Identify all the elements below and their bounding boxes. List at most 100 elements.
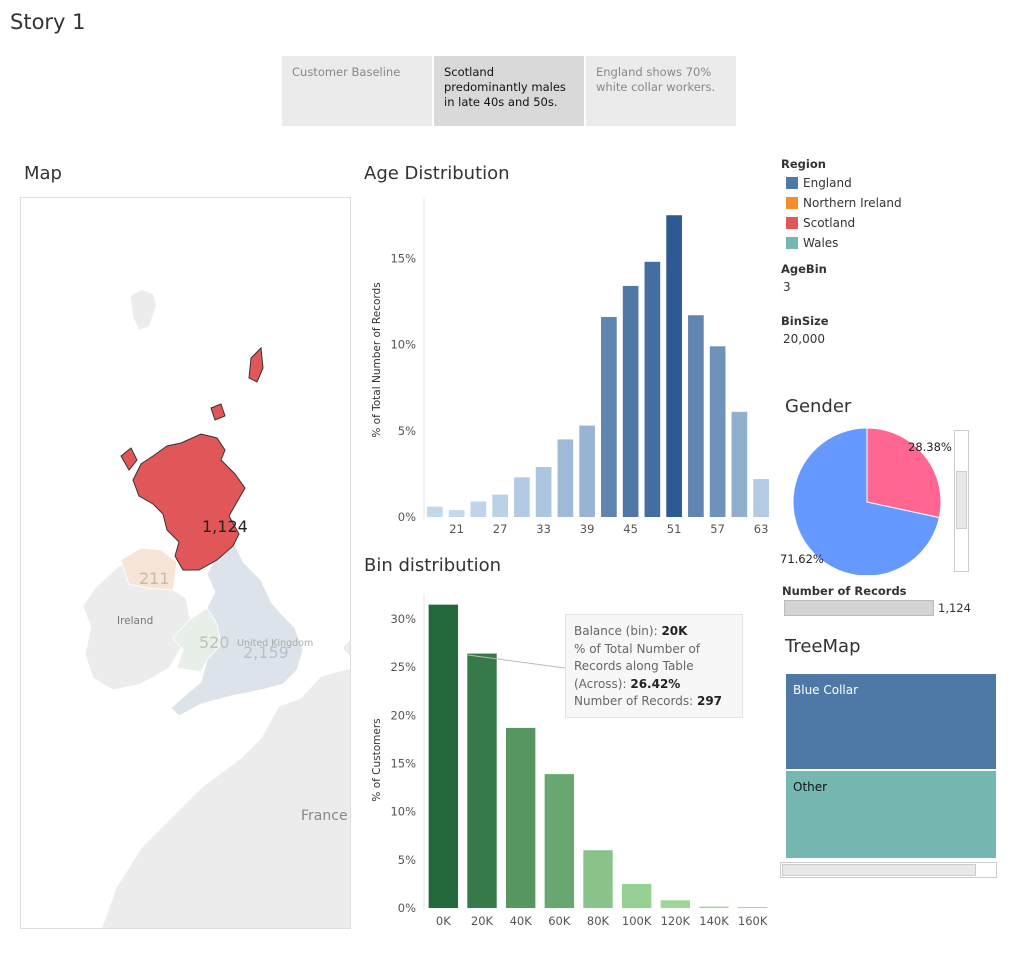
story-point-england[interactable]: England shows 70% white collar workers. — [586, 56, 736, 126]
legend-label-england: England — [803, 176, 852, 190]
map-view[interactable]: 1,124 211 520 2,159 Ireland United Kingd… — [20, 197, 351, 929]
land-scandinavia-edge — [343, 640, 350, 656]
map-label-united-kingdom: United Kingdom — [237, 638, 313, 649]
age-bar[interactable] — [448, 510, 465, 517]
region-england[interactable] — [170, 539, 304, 717]
bin-distribution-chart[interactable]: 0% 5% 10% 15% 20% 25% 30% 0K 20K 40K 60K 80K 100K 12… — [360, 585, 775, 935]
age-bar[interactable] — [427, 506, 443, 517]
region-legend-title: Region — [781, 157, 826, 171]
legend-item-northern-ireland[interactable]: Northern Ireland — [786, 195, 902, 211]
tooltip-pct-key: % of Total Number of Records along Table… — [574, 641, 701, 691]
age-y-tick: 0% — [398, 510, 416, 524]
legend-item-wales[interactable]: Wales — [786, 235, 838, 251]
records-bar[interactable] — [784, 600, 934, 616]
map-label-ireland: Ireland — [117, 615, 153, 627]
age-bar[interactable] — [492, 494, 508, 517]
bin-y-axis-label: % of Customers — [371, 718, 383, 801]
age-distribution-chart[interactable]: % of Total Number of Records 0%5%10%15% … — [360, 190, 775, 545]
land-faroe — [131, 290, 156, 330]
age-bar[interactable] — [601, 316, 617, 517]
age-bar[interactable] — [535, 466, 552, 517]
region-wales[interactable] — [172, 607, 222, 673]
age-bar[interactable] — [514, 477, 530, 517]
agebin-param-title: AgeBin — [781, 262, 827, 276]
age-x-tick: 21 — [449, 522, 464, 536]
bin-x-tick: 140K — [699, 914, 729, 928]
bin-bar[interactable] — [428, 604, 459, 908]
bin-bar[interactable] — [583, 850, 613, 908]
region-scotland-islands[interactable] — [120, 346, 264, 471]
tooltip-pct-value: 26.42% — [630, 676, 681, 691]
legend-swatch-northern-ireland — [786, 196, 798, 209]
bin-bar[interactable] — [544, 774, 575, 908]
bin-y-tick: 0% — [398, 901, 416, 915]
bin-bar[interactable] — [505, 727, 536, 908]
tooltip-records-value: 297 — [696, 694, 723, 708]
tooltip-records-key: Number of Records: — [574, 694, 697, 708]
legend-swatch-wales — [786, 236, 798, 249]
bin-y-tick: 5% — [398, 853, 416, 867]
bin-bar[interactable] — [737, 907, 768, 908]
bin-x-tick: 60K — [548, 914, 571, 928]
legend-item-scotland[interactable]: Scotland — [786, 215, 855, 231]
legend-label-wales: Wales — [803, 236, 839, 250]
age-x-tick: 39 — [580, 522, 595, 536]
age-bar[interactable] — [688, 315, 704, 517]
map-title: Map — [24, 163, 62, 184]
bin-x-tick: 0K — [436, 914, 451, 928]
treemap-label-other: Other — [793, 780, 828, 794]
age-x-tick: 63 — [754, 522, 769, 536]
bin-x-tick: 20K — [471, 914, 494, 928]
bin-y-tick: 15% — [390, 757, 416, 771]
tooltip-balance-key: Balance (bin): — [574, 624, 662, 638]
gender-chart-title: Gender — [785, 396, 852, 417]
agebin-param-value[interactable]: 3 — [783, 280, 791, 294]
bin-x-tick: 160K — [738, 914, 768, 928]
gender-pie-chart[interactable]: 28.38% 71.62% — [780, 425, 955, 575]
age-bar[interactable] — [579, 425, 595, 517]
records-title: Number of Records — [782, 584, 907, 598]
age-y-tick: 5% — [398, 424, 416, 438]
land-continental-europe — [101, 667, 350, 928]
bin-bar[interactable] — [699, 906, 729, 908]
age-bar[interactable] — [666, 215, 682, 518]
region-northern-ireland[interactable] — [120, 547, 178, 591]
binsize-param-value[interactable]: 20,000 — [783, 332, 825, 346]
pie-slice-female[interactable] — [866, 427, 942, 519]
gender-scrollbar[interactable] — [954, 430, 969, 572]
region-scotland[interactable] — [132, 433, 246, 571]
treemap-cell-other[interactable]: Other — [786, 771, 996, 858]
age-bar[interactable] — [731, 411, 748, 517]
age-bar[interactable] — [557, 439, 574, 517]
bin-x-tick: 40K — [510, 914, 533, 928]
records-value: 1,124 — [938, 601, 971, 615]
age-bar[interactable] — [470, 501, 487, 517]
story-point-customer-baseline[interactable]: Customer Baseline — [282, 56, 432, 126]
bin-x-tick: 120K — [661, 914, 691, 928]
age-bar[interactable] — [644, 261, 661, 517]
age-y-tick: 15% — [390, 251, 416, 265]
bin-bar[interactable] — [660, 900, 691, 908]
map-label-england: 2,159 — [243, 643, 289, 662]
age-bar[interactable] — [753, 479, 769, 517]
gender-scrollbar-thumb[interactable] — [956, 471, 967, 529]
legend-item-england[interactable]: England — [786, 175, 852, 191]
bin-x-tick: 100K — [622, 914, 652, 928]
age-bar[interactable] — [622, 285, 639, 517]
map-canvas[interactable]: 1,124 211 520 2,159 Ireland United Kingd… — [21, 198, 351, 929]
map-label-scotland: 1,124 — [202, 517, 248, 536]
treemap-scrollbar-thumb[interactable] — [782, 864, 976, 876]
bin-bar[interactable] — [621, 883, 652, 908]
treemap-scrollbar[interactable] — [780, 862, 997, 878]
pie-label-female: 28.38% — [908, 440, 952, 454]
age-bar[interactable] — [709, 346, 726, 517]
story-point-scotland[interactable]: Scotland predominantly males in late 40s… — [434, 56, 584, 126]
bin-bar[interactable] — [467, 653, 497, 908]
legend-swatch-england — [786, 176, 798, 189]
age-x-tick: 51 — [667, 522, 682, 536]
bin-x-tick: 80K — [587, 914, 610, 928]
pie-slice-male[interactable] — [792, 427, 940, 575]
bin-tooltip: Balance (bin): 20K % of Total Number of … — [565, 614, 743, 718]
treemap-cell-blue-collar[interactable]: Blue Collar — [786, 674, 996, 769]
tooltip-balance-value: 20K — [661, 624, 688, 638]
